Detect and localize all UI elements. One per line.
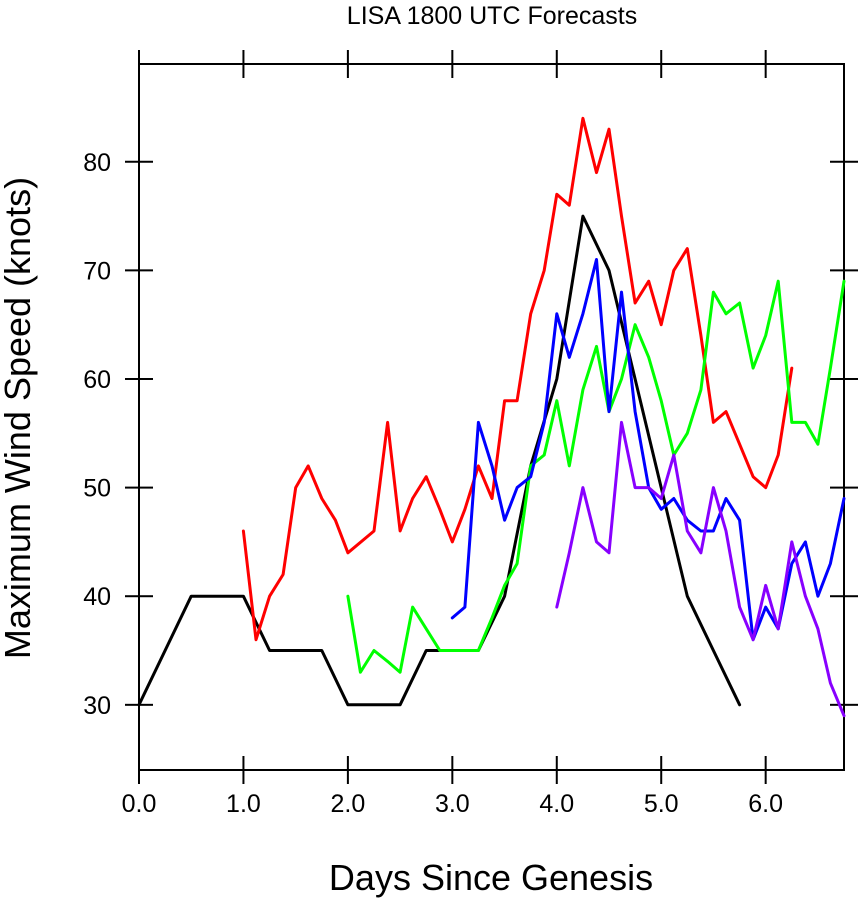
x-tick-label: 0.0: [122, 790, 157, 818]
x-tick-label: 3.0: [435, 790, 470, 818]
x-tick-label: 4.0: [539, 790, 574, 818]
x-tick-label: 2.0: [331, 790, 366, 818]
y-tick-label: 40: [83, 583, 111, 611]
plot-area: 0.0 1.0 2.0 3.0 4.0 5.0 6.0 30 40 50 60 70 80: [83, 50, 858, 818]
series-layer: [137, 116, 846, 718]
series-line-1: [137, 214, 742, 707]
series-line-3: [346, 279, 846, 674]
x-axis-label: Days Since Genesis: [329, 857, 653, 898]
plot-frame: [138, 63, 845, 771]
x-tick-label: 6.0: [748, 790, 783, 818]
y-axis-label: Maximum Wind Speed (knots): [0, 177, 38, 659]
x-tick-label: 1.0: [226, 790, 261, 818]
chart-title: LISA 1800 UTC Forecasts: [347, 2, 637, 30]
axis-ticks: 0.0 1.0 2.0 3.0 4.0 5.0 6.0 30 40 50 60 70 80: [83, 50, 858, 818]
y-tick-label: 80: [83, 149, 111, 177]
y-tick-label: 60: [83, 366, 111, 394]
series-line-2: [241, 116, 794, 642]
series-line-5: [555, 420, 846, 718]
x-tick-label: 5.0: [644, 790, 679, 818]
y-tick-label: 30: [83, 692, 111, 720]
y-tick-label: 50: [83, 475, 111, 503]
y-tick-label: 70: [83, 257, 111, 285]
